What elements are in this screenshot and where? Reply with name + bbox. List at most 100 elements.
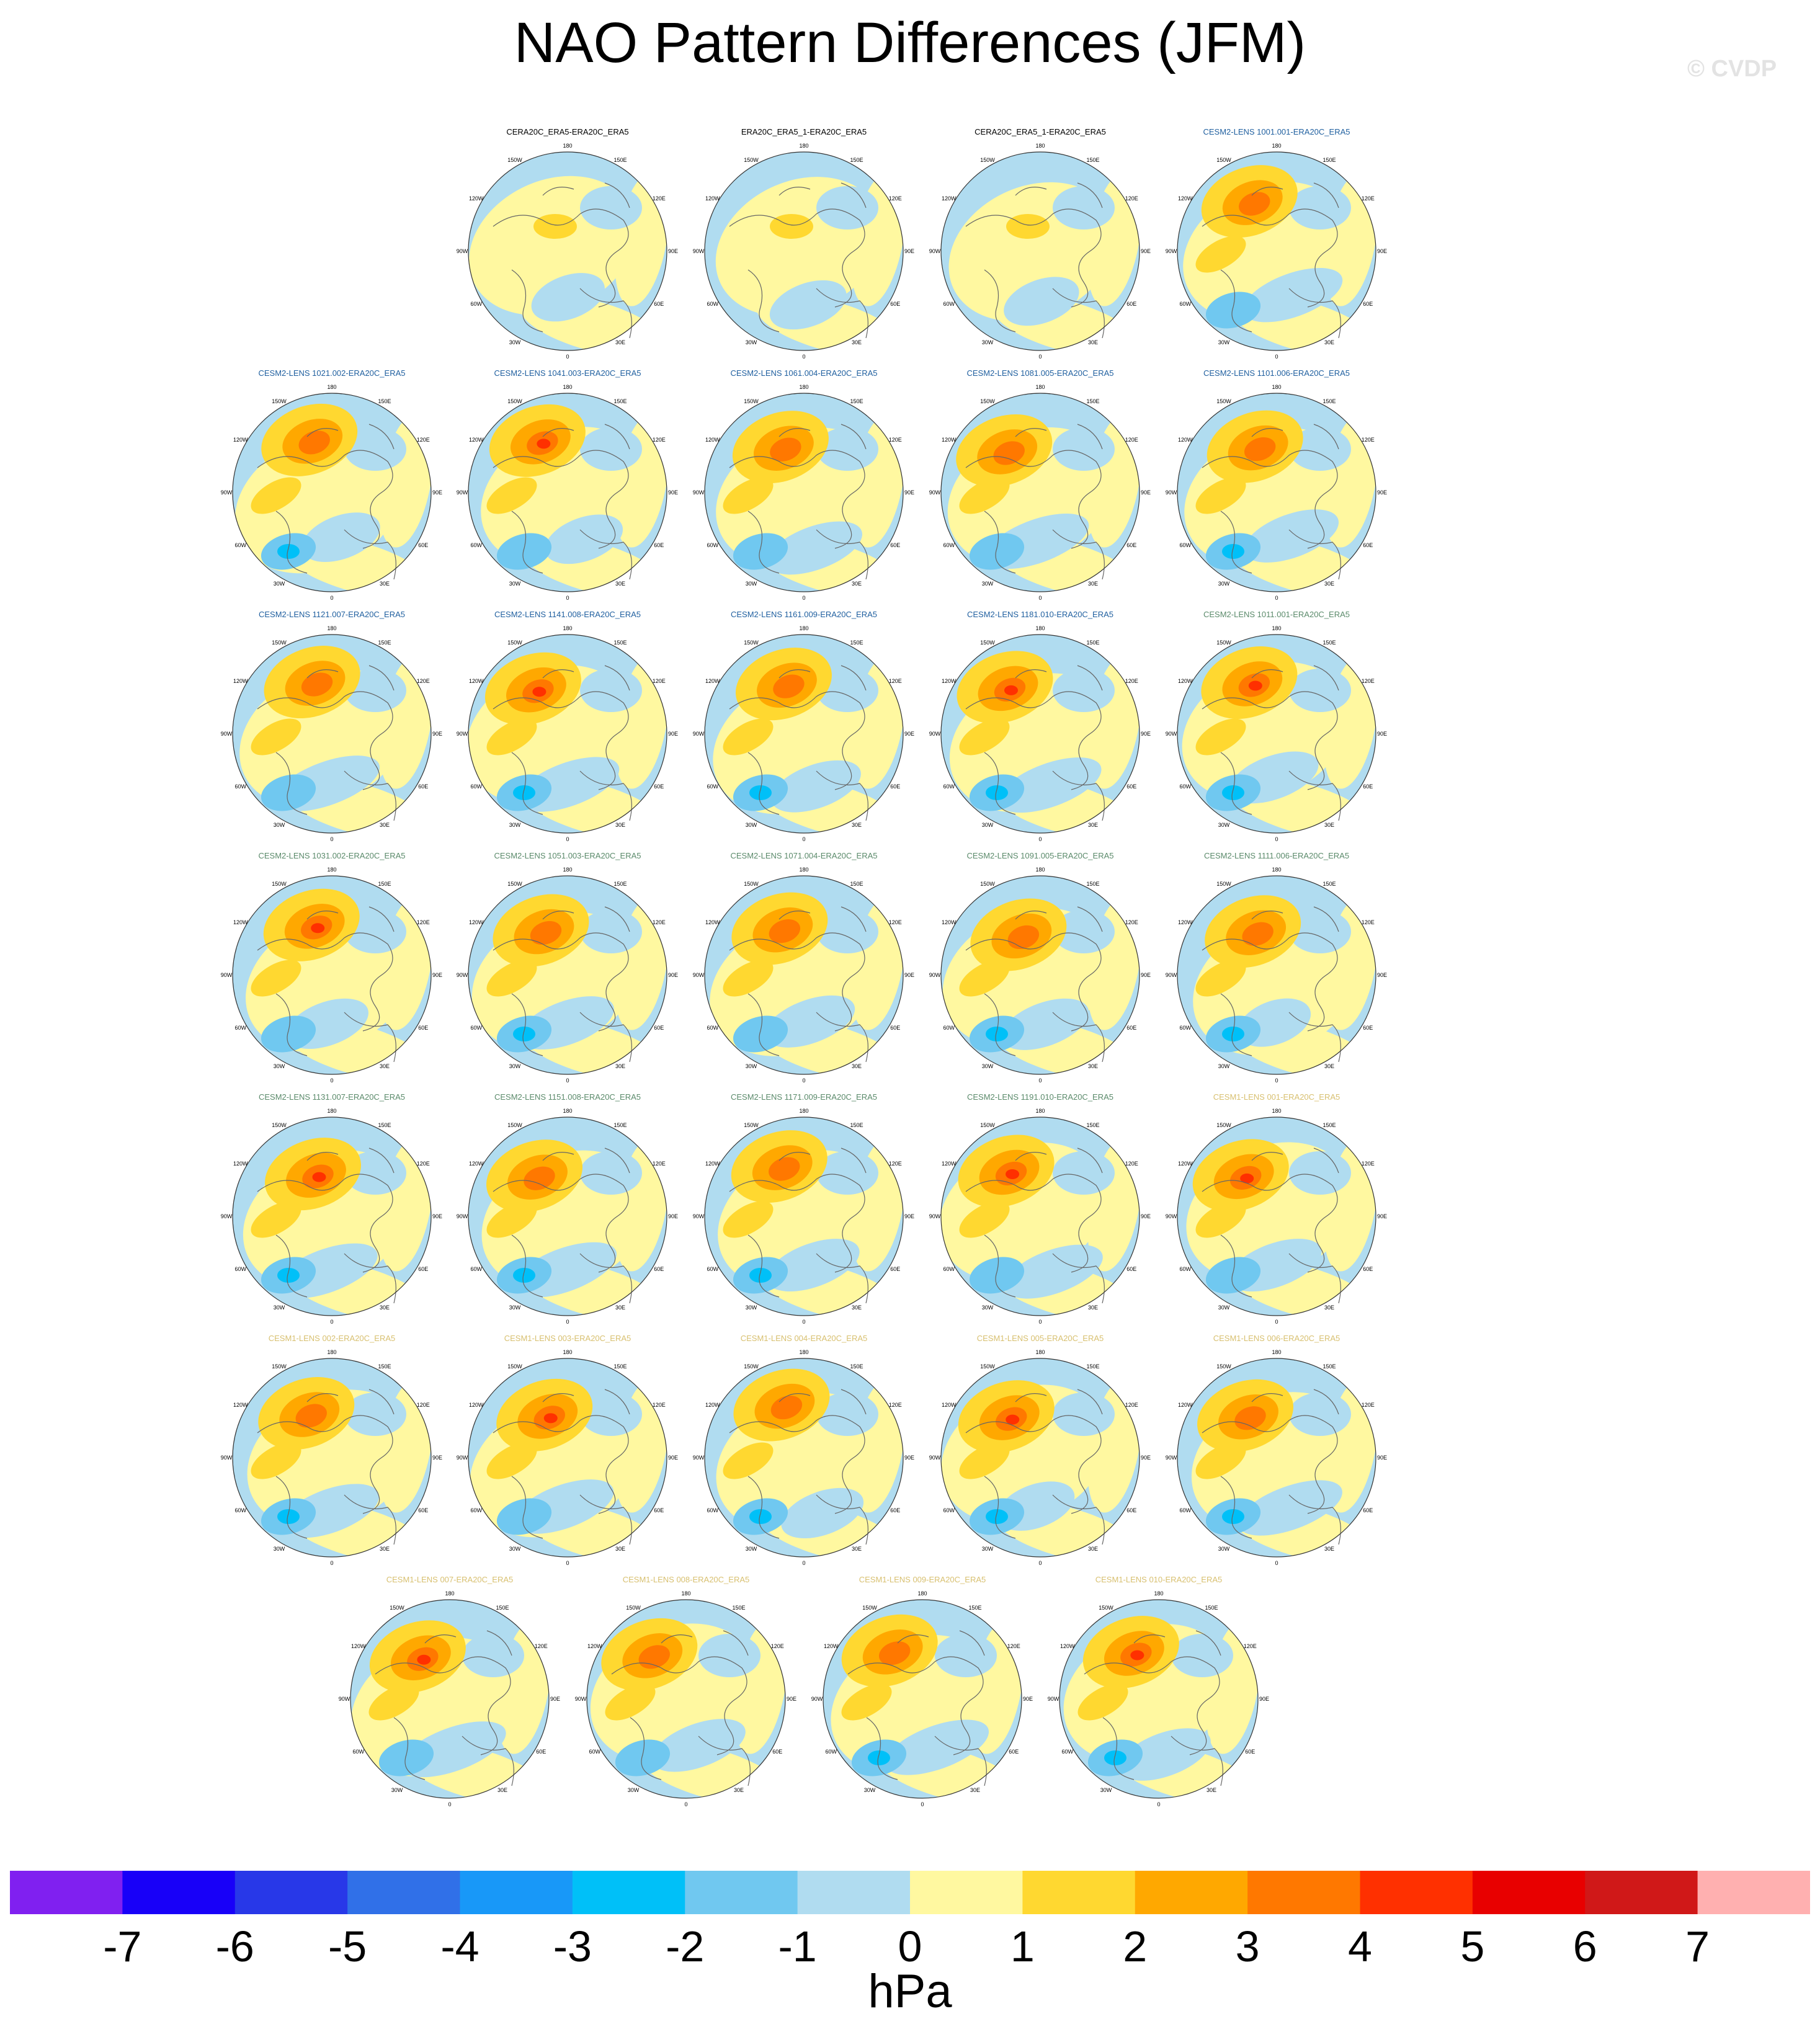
longitude-label: 0 (802, 836, 805, 842)
contour-neg-3 (1222, 1027, 1244, 1041)
longitude-label: 150W (744, 157, 759, 163)
colorbar (10, 1871, 1810, 1914)
contour-neg-2 (733, 1015, 788, 1053)
longitude-label: 120W (1178, 437, 1193, 443)
longitude-label: 120W (942, 195, 957, 202)
longitude-label: 180 (1272, 625, 1281, 631)
longitude-label: 60W (1180, 542, 1192, 548)
contour-pos-4 (298, 430, 330, 455)
contour-neg-1 (769, 280, 847, 330)
longitude-label: 60E (418, 1266, 428, 1272)
longitude-label: 180 (1272, 143, 1281, 149)
longitude-label: 30W (509, 339, 521, 345)
longitude-label: 180 (563, 867, 572, 873)
panel-title: CESM1-LENS 008-ERA20C_ERA5 (622, 1575, 750, 1584)
longitude-label: 90E (1141, 731, 1151, 737)
longitude-label: 120W (233, 919, 248, 925)
polar-map: 180 150E 120E 90E 60E 30E 0 30W 60W 90W 120W 150W (1166, 384, 1387, 601)
panel-title: CESM2-LENS 1161.009-ERA20C_ERA5 (730, 610, 878, 619)
longitude-label: 60E (654, 542, 664, 548)
longitude-label: 90W (693, 972, 705, 978)
colorbar-swatch (460, 1871, 573, 1914)
longitude-label: 180 (563, 384, 572, 390)
longitude-label: 120W (1178, 919, 1193, 925)
longitude-label: 180 (1035, 1108, 1045, 1114)
longitude-label: 60W (943, 542, 955, 548)
longitude-label: 0 (566, 595, 569, 601)
contour-neg-1 (771, 760, 861, 813)
longitude-label: 90E (668, 248, 678, 254)
contour-neg-1 (816, 427, 878, 471)
longitude-label: 90E (668, 1213, 678, 1219)
contour-neg-1 (344, 910, 406, 953)
longitude-label: 120E (1125, 919, 1138, 925)
coastlines (493, 1148, 632, 1304)
longitude-label: 0 (330, 1319, 333, 1325)
longitude-label: 30E (615, 339, 625, 345)
longitude-label: 0 (1275, 1319, 1278, 1325)
longitude-label: 30W (509, 1304, 521, 1311)
longitude-label: 30E (615, 822, 625, 828)
longitude-label: 90W (929, 731, 941, 737)
longitude-label: 150W (626, 1605, 641, 1611)
panel-title: CESM2-LENS 1181.010-ERA20C_ERA5 (966, 610, 1114, 619)
longitude-label: 180 (563, 143, 572, 149)
contour-neg-1 (462, 1634, 524, 1677)
longitude-label: 60E (418, 783, 428, 790)
contour-pos-2 (1195, 236, 1246, 273)
map-border (468, 393, 667, 592)
longitude-label: 180 (917, 1590, 927, 1597)
longitude-label: 60W (471, 1507, 483, 1513)
map-panel: CESM1-LENS 007-ERA20C_ERA5 180 150E 120E 90E… (332, 1575, 568, 1811)
longitude-label: 60W (1180, 1025, 1192, 1031)
longitude-label: 90W (693, 248, 705, 254)
contour-neg-1 (1238, 1480, 1342, 1536)
colorbar-tick-label: 2 (1123, 1922, 1148, 1971)
longitude-label: 150E (613, 157, 627, 163)
longitude-label: 90W (457, 1455, 468, 1461)
longitude-label: 0 (330, 595, 333, 601)
longitude-label: 60E (654, 301, 664, 307)
coastlines (729, 665, 868, 821)
longitude-label: 150W (980, 881, 995, 887)
map-border (704, 1358, 904, 1558)
longitude-label: 120E (1007, 1643, 1020, 1649)
map-border (704, 875, 904, 1075)
longitude-label: 90E (904, 1455, 914, 1461)
longitude-label: 120E (771, 1643, 784, 1649)
longitude-label: 90E (1377, 489, 1387, 496)
longitude-label: 90E (1023, 1696, 1033, 1702)
longitude-label: 30W (1218, 1063, 1230, 1069)
longitude-label: 60E (890, 1025, 900, 1031)
panel-title: CESM1-LENS 003-ERA20C_ERA5 (504, 1334, 631, 1343)
longitude-label: 120E (417, 1161, 430, 1167)
panel-title: CESM2-LENS 1121.007-ERA20C_ERA5 (258, 610, 406, 619)
longitude-label: 60E (890, 542, 900, 548)
longitude-label: 120E (417, 919, 430, 925)
contour-pos-2 (368, 1683, 419, 1721)
longitude-label: 120E (1125, 195, 1138, 202)
map-panel: CESM1-LENS 006-ERA20C_ERA5 180 150E 120E 90E… (1159, 1334, 1394, 1569)
longitude-label: 120E (1362, 437, 1375, 443)
contour-pos-2 (1195, 960, 1246, 997)
longitude-label: 120W (705, 195, 720, 202)
longitude-label: 120E (653, 1402, 666, 1408)
longitude-label: 120W (942, 437, 957, 443)
colorbar-tick-label: 0 (898, 1922, 922, 1971)
longitude-label: 60E (1363, 542, 1373, 548)
longitude-label: 30W (1218, 1546, 1230, 1552)
longitude-label: 180 (799, 867, 808, 873)
longitude-label: 60W (943, 1507, 955, 1513)
contour-pos-5 (311, 923, 325, 934)
contour-pos-2 (1006, 214, 1050, 239)
polar-map: 180 150E 120E 90E 60E 30E 0 30W 60W 90W 120W 150W (929, 1108, 1151, 1325)
contour-neg-1 (885, 1719, 989, 1775)
map-border (1177, 875, 1376, 1075)
contour-neg-1 (344, 1393, 406, 1436)
longitude-label: 90E (1141, 248, 1151, 254)
longitude-label: 150W (272, 1122, 287, 1128)
colorbar-swatch (1135, 1871, 1248, 1914)
polar-map: 180 150E 120E 90E 60E 30E 0 30W 60W 90W 120W 150W (457, 384, 678, 601)
longitude-label: 30E (1324, 581, 1334, 587)
contour-pos-4 (530, 920, 562, 945)
